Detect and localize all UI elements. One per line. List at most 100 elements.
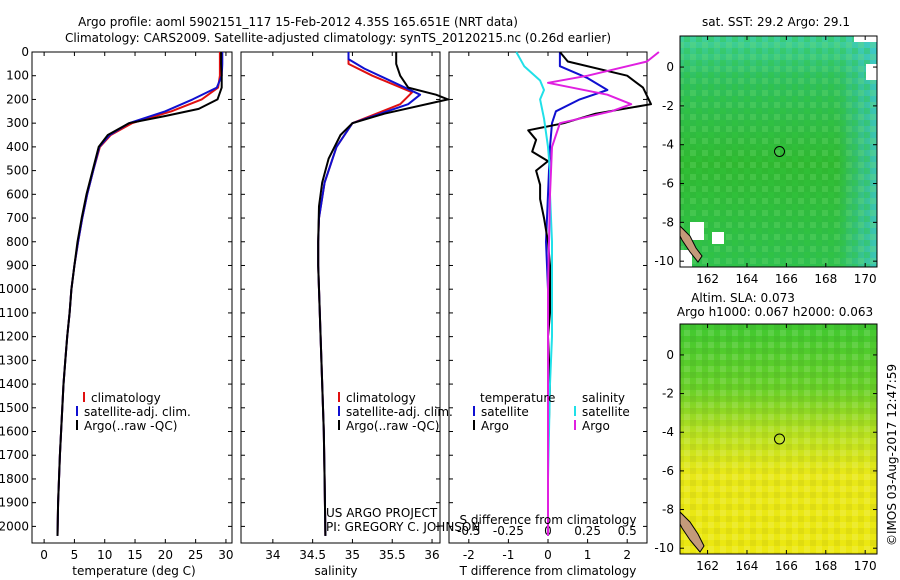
depth-tick-label: 1700: [0, 448, 29, 462]
salinity-tick-label: 34.5: [299, 548, 326, 562]
latitude-tick-label: -4: [662, 138, 674, 152]
latitude-tick-label: -8: [662, 215, 674, 229]
s-difference-tick-label: 0.5: [618, 524, 637, 538]
sla-map-panel: Altim. SLA: 0.073 Argo h1000: 0.067 h200…: [654, 291, 878, 573]
depth-tick-label: 1100: [0, 306, 29, 320]
latitude-tick-label: 0: [666, 60, 674, 74]
sla-map-title: Altim. SLA: 0.073: [691, 291, 795, 305]
latitude-tick-label: -2: [662, 387, 674, 401]
legend-satellite-label: satellite-adj. clim.: [346, 405, 453, 419]
series-line-satellite-adj-clim: [317, 52, 422, 536]
legend-t-satellite-label: satellite: [481, 405, 529, 419]
t-difference-tick-label: -1: [502, 548, 514, 562]
depth-tick-label: 700: [6, 211, 29, 225]
depth-tick-label: 500: [6, 164, 29, 178]
temperature-panel: 0100200300400500600700800900100011001200…: [0, 45, 234, 578]
depth-tick-label: 1600: [0, 425, 29, 439]
longitude-tick-label: 168: [814, 272, 837, 286]
t-difference-tick-label: 0: [544, 548, 552, 562]
s-difference-axis-label: S difference from climatology: [460, 513, 637, 527]
depth-tick-label: 400: [6, 140, 29, 154]
temperature-tick-label: 5: [71, 548, 79, 562]
series-line-climatology: [56, 52, 221, 536]
depth-tick-label: 1000: [0, 282, 29, 296]
t-difference-tick-label: -2: [463, 548, 475, 562]
legend-argo-label: Argo(..raw -QC): [84, 419, 177, 433]
salinity-tick-label: 35: [345, 548, 360, 562]
longitude-tick-label: 170: [854, 272, 877, 286]
salinity-panel: 34 34.5 35 35.5 36 salinity climatology sate…: [240, 51, 480, 578]
sst-map-frame: [679, 35, 878, 268]
temperature-tick-label: 0: [40, 548, 48, 562]
latitude-tick-label: -10: [654, 541, 674, 555]
s-difference-tick-label: -0.5: [457, 524, 480, 538]
difference-panel: -2 -1 0 1 2-0.5 -0.25 0 0.25 0.5 S difference fr…: [448, 51, 660, 578]
depth-tick-label: 0: [21, 45, 29, 59]
legend-climatology-label: climatology: [346, 391, 416, 405]
legend-salinity-heading: salinity: [582, 391, 625, 405]
difference-legend: temperature satellite Argo salinity sate…: [473, 391, 630, 433]
series-line-argo-raw-qc: [317, 52, 449, 536]
depth-tick-label: 200: [6, 92, 29, 106]
salinity-plot-frame: [240, 51, 441, 544]
sst-map-panel: sat. SST: 29.2 Argo: 29.1 162 164 166 168 17…: [654, 15, 878, 286]
legend-argo-label: Argo(..raw -QC): [346, 419, 439, 433]
salinity-legend: climatology satellite-adj. clim. Argo(..…: [338, 391, 453, 433]
difference-lines: [515, 51, 660, 536]
depth-tick-label: 1800: [0, 472, 29, 486]
longitude-tick-label: 162: [696, 559, 719, 573]
longitude-tick-label: 166: [775, 559, 798, 573]
latitude-tick-label: -6: [662, 464, 674, 478]
temperature-tick-label: 30: [218, 548, 233, 562]
depth-tick-label: 800: [6, 235, 29, 249]
temperature-lines: [56, 52, 224, 536]
temperature-legend: climatology satellite-adj. clim. Argo(..…: [76, 391, 191, 433]
series-line-argo-raw-qc: [56, 52, 223, 536]
t-difference-tick-label: 2: [623, 548, 631, 562]
salinity-ticks: 34 34.5 35 35.5 36: [241, 51, 440, 562]
sla-argo-position-marker: [774, 433, 786, 445]
temperature-tick-label: 25: [188, 548, 203, 562]
longitude-tick-label: 164: [736, 272, 759, 286]
series-line-satellite-adj-clim: [56, 52, 224, 536]
depth-tick-label: 100: [6, 69, 29, 83]
legend-s-satellite-label: satellite: [582, 405, 630, 419]
sla-coastline: [679, 510, 705, 553]
depth-tick-label: 900: [6, 258, 29, 272]
figure-title-line-1: Argo profile: aoml 5902151_117 15-Feb-20…: [78, 15, 518, 29]
s-difference-tick-label: -0.25: [493, 524, 524, 538]
series-line-s-argo: [547, 51, 660, 536]
series-line-s-satellite: [515, 51, 553, 536]
depth-tick-label: 1900: [0, 496, 29, 510]
pi-annotation: PI: GREGORY C. JOHNSON: [326, 520, 480, 534]
sla-map-subtitle: Argo h1000: 0.067 h2000: 0.063: [677, 305, 873, 319]
salinity-tick-label: 36: [424, 548, 439, 562]
longitude-tick-label: 170: [854, 559, 877, 573]
sla-map-frame: [679, 323, 878, 555]
series-line-t-argo: [527, 51, 652, 536]
longitude-tick-label: 164: [736, 559, 759, 573]
sst-argo-position-marker: [774, 146, 786, 157]
sla-map-ticks: 162 164 166 168 170 0 -2 -4 -6 -8 -10: [654, 324, 877, 573]
legend-t-argo-label: Argo: [481, 419, 509, 433]
longitude-tick-label: 166: [775, 272, 798, 286]
latitude-tick-label: -2: [662, 99, 674, 113]
sst-coastline: [679, 224, 703, 263]
project-annotation: US ARGO PROJECT: [326, 506, 438, 520]
latitude-tick-label: 0: [666, 348, 674, 362]
t-difference-tick-label: 1: [584, 548, 592, 562]
depth-tick-label: 600: [6, 187, 29, 201]
latitude-tick-label: -4: [662, 425, 674, 439]
temperature-tick-label: 10: [97, 548, 112, 562]
s-difference-tick-label: 0.25: [574, 524, 601, 538]
depth-tick-label: 300: [6, 116, 29, 130]
salinity-x-axis-label: salinity: [314, 564, 357, 578]
sst-map-ticks: 162 164 166 168 170 0 -2 -4 -6 -8 -10: [654, 36, 877, 286]
series-line-climatology: [317, 52, 414, 536]
depth-tick-label: 1500: [0, 401, 29, 415]
longitude-tick-label: 162: [696, 272, 719, 286]
latitude-tick-label: -6: [662, 177, 674, 191]
latitude-tick-label: -10: [654, 254, 674, 268]
salinity-tick-label: 34: [265, 548, 280, 562]
